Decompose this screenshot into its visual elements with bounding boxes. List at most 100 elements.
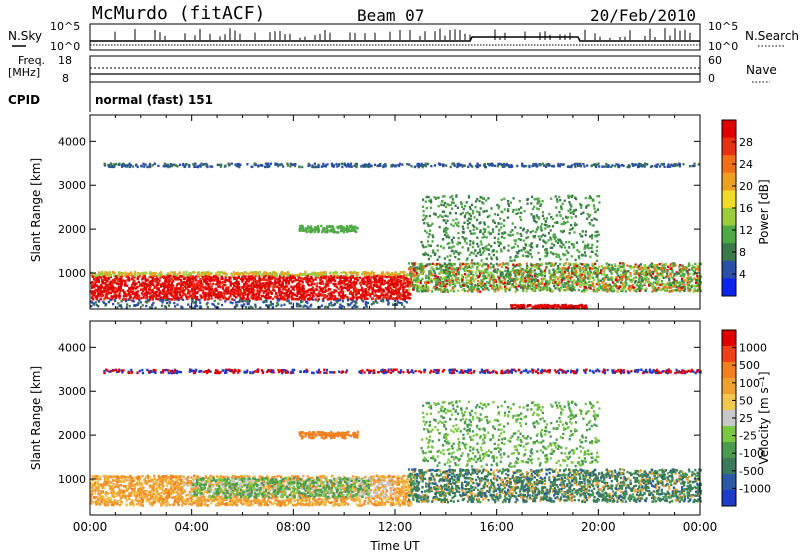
data-cell [297, 285, 300, 288]
data-cell [472, 288, 475, 291]
data-cell [403, 297, 406, 300]
data-cell [511, 285, 514, 288]
data-cell [318, 294, 321, 298]
data-cell [598, 165, 601, 168]
data-cell [99, 271, 102, 275]
data-cell [170, 289, 173, 293]
data-cell [206, 306, 209, 309]
data-cell [209, 287, 213, 291]
data-cell [236, 288, 239, 292]
data-cell [388, 289, 391, 293]
data-cell [504, 269, 507, 273]
data-cell [303, 293, 306, 296]
data-cell [430, 279, 433, 283]
data-cell [382, 283, 385, 286]
data-cell [557, 164, 560, 168]
data-cell [235, 304, 239, 307]
data-cell [274, 295, 277, 298]
data-cell [500, 162, 503, 166]
data-cell [253, 283, 256, 286]
data-cell [312, 291, 315, 294]
data-cell [695, 284, 698, 288]
data-cell [348, 286, 352, 289]
data-cell [156, 288, 159, 291]
data-cell [272, 276, 275, 280]
data-cell [194, 296, 197, 299]
data-cell [149, 275, 152, 279]
data-cell [537, 283, 540, 286]
data-cell [324, 275, 327, 278]
data-cell [314, 293, 317, 296]
data-cell [559, 263, 562, 266]
data-cell [642, 271, 646, 274]
data-cell [471, 277, 474, 280]
data-cell [267, 162, 270, 165]
data-cell [570, 275, 573, 278]
data-cell [664, 262, 668, 266]
data-cell [688, 268, 691, 271]
data-cell [239, 273, 242, 276]
data-cell [92, 298, 95, 301]
data-cell [240, 297, 243, 301]
data-cell [543, 164, 546, 167]
data-cell [313, 165, 316, 169]
data-cell [328, 303, 331, 307]
data-cell [166, 291, 169, 294]
data-cell [134, 293, 137, 296]
data-cell [375, 282, 378, 285]
data-cell [351, 306, 354, 309]
data-cell [505, 266, 508, 269]
data-cell [368, 273, 371, 276]
data-cell [598, 265, 601, 269]
data-cell [538, 264, 541, 267]
data-cell [264, 275, 267, 278]
data-cell [318, 305, 321, 309]
data-cell [587, 266, 590, 269]
data-cell [191, 300, 194, 304]
data-cell [680, 288, 683, 291]
data-cell [246, 293, 249, 296]
data-cell [246, 296, 249, 300]
data-cell [286, 299, 289, 303]
data-cell [387, 302, 390, 305]
data-cell [438, 281, 442, 285]
data-cell [352, 290, 356, 293]
data-cell [217, 296, 220, 300]
data-cell [250, 295, 253, 298]
data-cell [548, 286, 551, 290]
data-cell [311, 293, 314, 296]
data-cell [276, 285, 279, 288]
data-cell [394, 280, 397, 283]
data-cell [483, 275, 487, 278]
data-cell [470, 272, 473, 275]
data-cell [180, 295, 183, 298]
data-cell [295, 279, 298, 282]
data-cell [520, 277, 523, 280]
data-cell [367, 291, 370, 294]
data-cell [600, 265, 604, 268]
data-cell [297, 274, 301, 277]
data-cell [477, 163, 480, 167]
data-cell [645, 270, 648, 273]
data-cell [210, 290, 214, 293]
data-cell [297, 303, 300, 306]
data-cell [488, 265, 491, 269]
data-cell [402, 290, 405, 294]
data-cell [379, 288, 382, 292]
data-cell [313, 162, 316, 165]
data-cell [212, 279, 216, 282]
data-cell [498, 279, 501, 283]
data-cell [395, 302, 398, 305]
data-cell [173, 163, 176, 166]
data-cell [651, 276, 654, 279]
data-cell [120, 275, 123, 278]
data-cell [137, 302, 140, 305]
data-cell [310, 280, 313, 283]
data-cell [250, 165, 253, 168]
data-cell [217, 284, 220, 287]
data-cell [239, 296, 242, 299]
data-cell [113, 271, 116, 274]
data-cell [443, 271, 446, 274]
data-cell [237, 282, 241, 286]
data-cell [309, 305, 312, 308]
